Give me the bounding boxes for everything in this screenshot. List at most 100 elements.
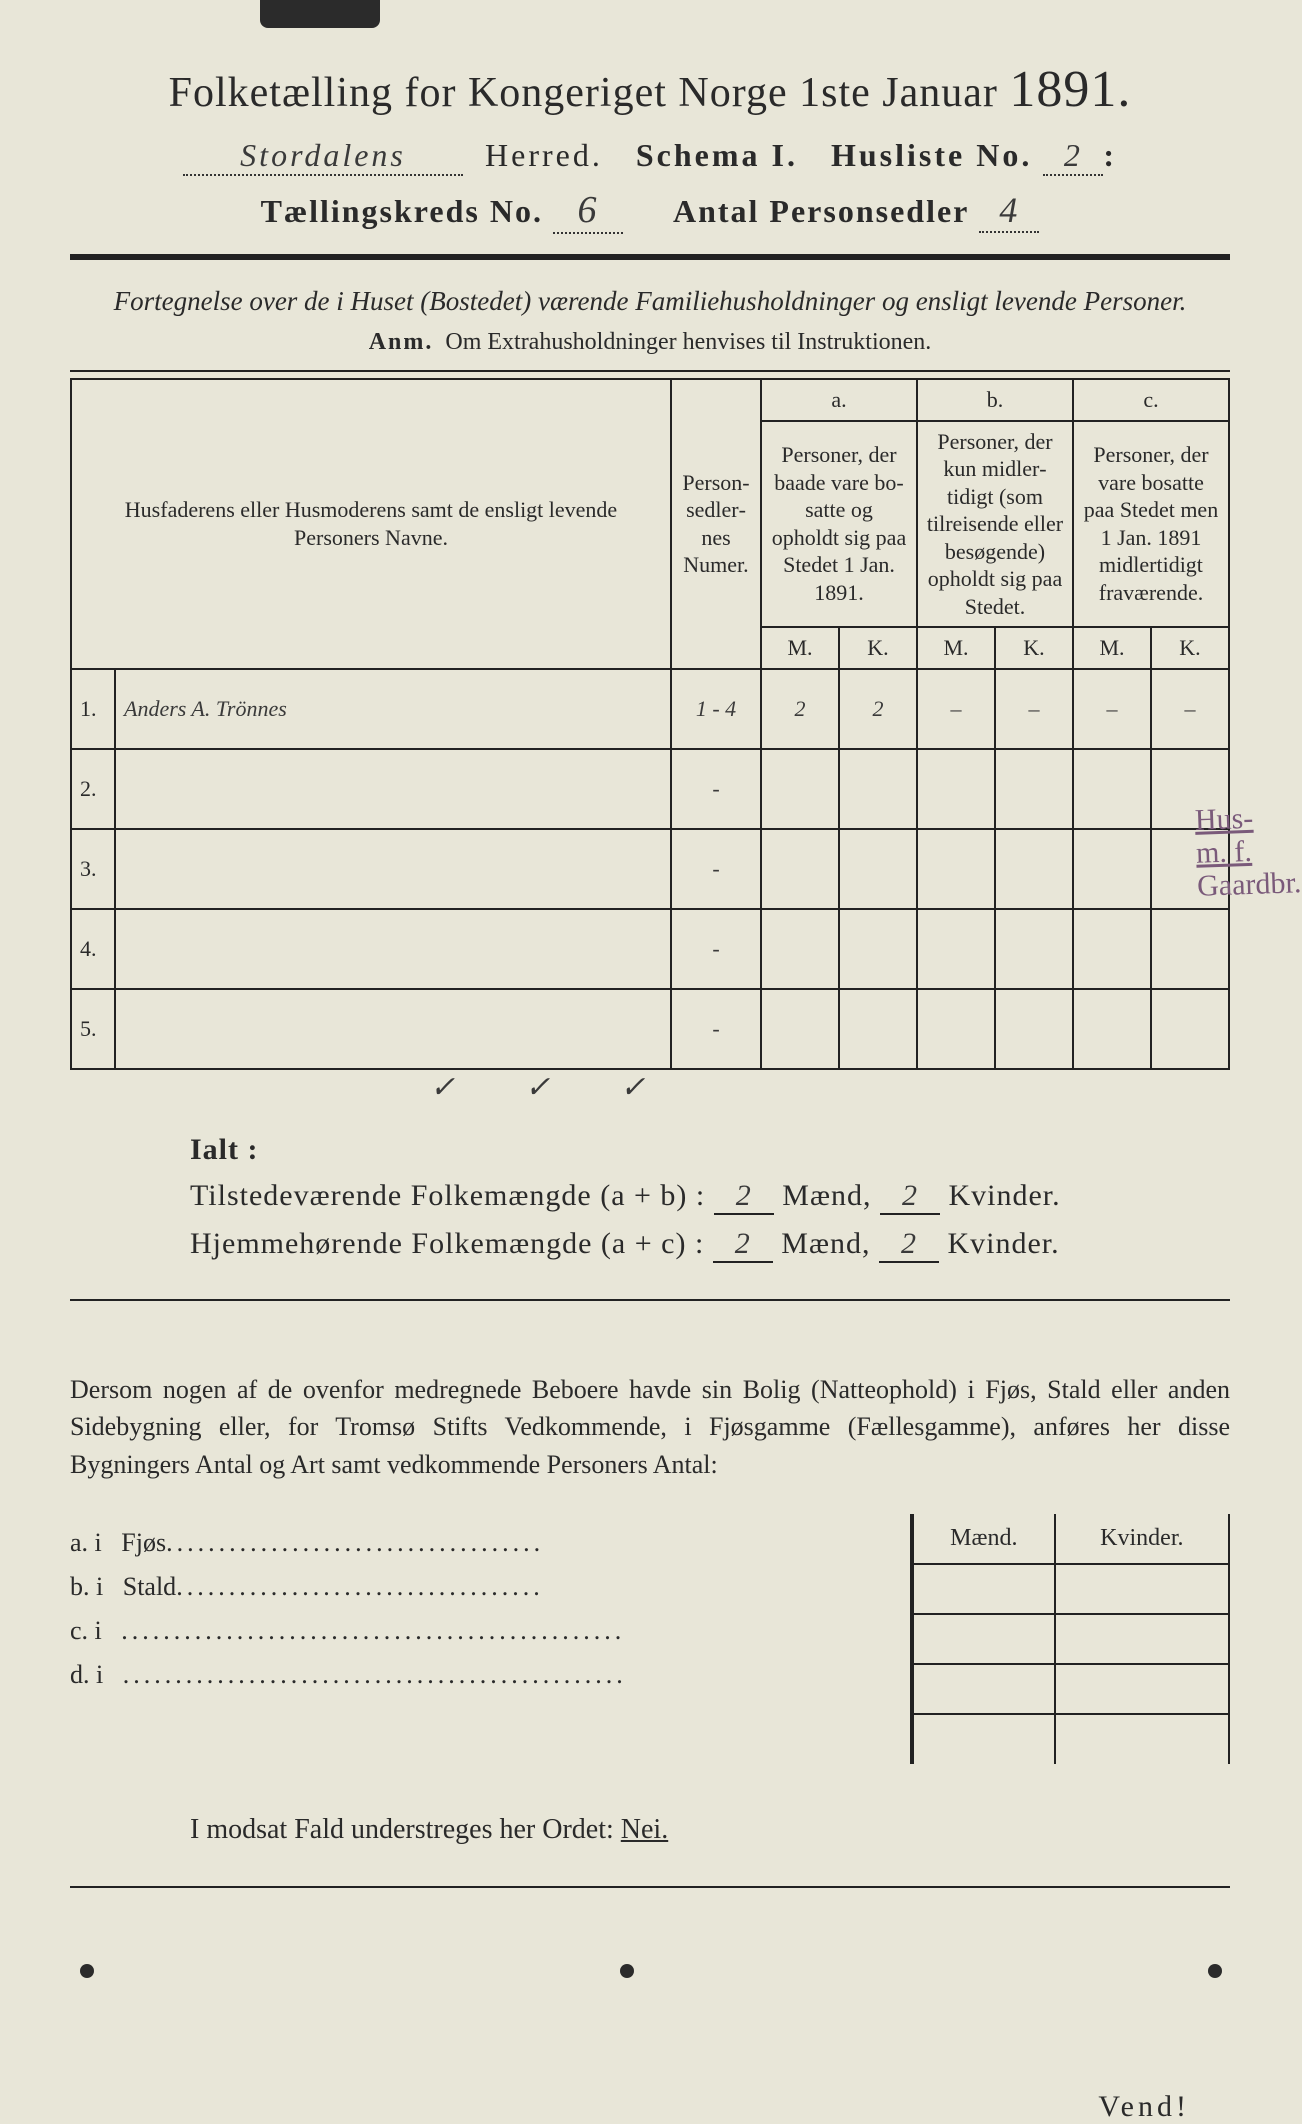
- margin-note: Hus- m. f. Gaardbr.: [1194, 800, 1302, 903]
- check-marks-row: ✓ ✓ ✓: [430, 1070, 1230, 1105]
- check-a-k: ✓: [525, 1070, 550, 1105]
- page-title: Folketælling for Kongeriget Norge 1ste J…: [70, 60, 1230, 119]
- side-row-label: Fjøs: [121, 1528, 166, 1557]
- intro-text: Fortegnelse over de i Huset (Bostedet) v…: [70, 284, 1230, 319]
- col-c-m: M.: [1073, 627, 1151, 669]
- side-row-dots: ........................................…: [123, 1660, 627, 1689]
- col-a-k: K.: [839, 627, 917, 669]
- husliste-label: Husliste No.: [831, 137, 1032, 173]
- margin-note-line1: Hus-: [1194, 800, 1299, 837]
- ialt-r1-m: 2: [714, 1179, 774, 1215]
- ialt-row2-label: Hjemmehørende Folkemængde (a + c) :: [190, 1227, 704, 1260]
- row-c-m: [1073, 909, 1151, 989]
- ialt-r2-k: 2: [879, 1227, 939, 1263]
- schema-label: Schema I.: [636, 137, 798, 173]
- row-a-k: [839, 829, 917, 909]
- col-c-label: c.: [1073, 379, 1229, 421]
- row-a-k: [839, 909, 917, 989]
- row-a-m: [761, 829, 839, 909]
- row-b-m: [917, 989, 995, 1069]
- row-a-k: [839, 749, 917, 829]
- ialt-row-1: Tilstedeværende Folkemængde (a + b) : 2 …: [190, 1179, 1230, 1215]
- row-b-m: [917, 749, 995, 829]
- row-numer: 1 - 4: [671, 669, 761, 749]
- margin-note-line3: Gaardbr.: [1196, 866, 1301, 903]
- punch-hole: [80, 1964, 94, 1978]
- maend-label: Mænd,: [782, 1179, 871, 1212]
- antal-value: 4: [979, 189, 1039, 233]
- row-number: 3.: [71, 829, 115, 909]
- dersom-paragraph: Dersom nogen af de ovenfor medregnede Be…: [70, 1371, 1230, 1484]
- ialt-block: Ialt : Tilstedeværende Folkemængde (a + …: [190, 1133, 1230, 1263]
- rule-thin: [70, 1299, 1230, 1301]
- row-c-m: –: [1073, 669, 1151, 749]
- ialt-row1-label: Tilstedeværende Folkemængde (a + b) :: [190, 1179, 705, 1212]
- row-numer: -: [671, 749, 761, 829]
- side-header-m: Mænd.: [913, 1514, 1055, 1564]
- row-b-m: [917, 909, 995, 989]
- col-c-text: Personer, der vare bosatte paa Stedet me…: [1073, 421, 1229, 628]
- header-line-2: Tællingskreds No. 6 Antal Personsedler 4: [70, 188, 1230, 234]
- rule-thick: [70, 254, 1230, 260]
- ialt-r2-m: 2: [713, 1227, 773, 1263]
- row-name: [115, 909, 671, 989]
- ialt-label: Ialt :: [190, 1133, 259, 1166]
- maend-label: Mænd,: [781, 1227, 870, 1260]
- side-row: b. i Stald..............................…: [70, 1572, 910, 1602]
- anm-label: Anm.: [369, 329, 434, 355]
- row-b-k: [995, 829, 1073, 909]
- nei-word: Nei.: [621, 1814, 668, 1845]
- side-row-label: Stald: [123, 1572, 176, 1601]
- table-row: 5.-: [71, 989, 1229, 1069]
- row-a-m: [761, 909, 839, 989]
- row-name: [115, 829, 671, 909]
- ialt-r1-k: 2: [880, 1179, 940, 1215]
- row-a-m: [761, 989, 839, 1069]
- row-a-k: 2: [839, 669, 917, 749]
- margin-note-line2: m. f.: [1195, 833, 1300, 870]
- side-header-k: Kvinder.: [1055, 1514, 1229, 1564]
- herred-label: Herred.: [485, 137, 603, 173]
- side-row-dots: ....................................: [166, 1528, 544, 1557]
- table-row: 3.-: [71, 829, 1229, 909]
- col-a-label: a.: [761, 379, 917, 421]
- side-row-dots: ........................................…: [121, 1616, 625, 1645]
- side-row: c. i ...................................…: [70, 1616, 910, 1646]
- row-numer: -: [671, 989, 761, 1069]
- row-number: 1.: [71, 669, 115, 749]
- nei-line: I modsat Fald understreges her Ordet: Ne…: [190, 1814, 1230, 1846]
- col-a-text: Personer, der baade vare bo­satte og oph…: [761, 421, 917, 628]
- kreds-label: Tællingskreds No.: [261, 193, 543, 229]
- row-c-m: [1073, 829, 1151, 909]
- col-b-label: b.: [917, 379, 1073, 421]
- col-c-k: K.: [1151, 627, 1229, 669]
- row-name: [115, 749, 671, 829]
- side-cell: [1055, 1714, 1229, 1764]
- title-prefix: Folketælling for Kongeriget Norge 1ste J…: [169, 70, 998, 116]
- table-row: 4.-: [71, 909, 1229, 989]
- side-row: a. i Fjøs...............................…: [70, 1528, 910, 1558]
- side-cell: [913, 1564, 1055, 1614]
- side-cell: [913, 1714, 1055, 1764]
- side-building-section: a. i Fjøs...............................…: [70, 1514, 1230, 1764]
- col-b-text: Personer, der kun midler­tidigt (som til…: [917, 421, 1073, 628]
- herred-name-handwritten: Stordalens: [183, 137, 463, 176]
- anm-text: Om Extrahusholdninger henvises til Instr…: [445, 329, 931, 355]
- punch-hole: [620, 1964, 634, 1978]
- rule-thin: [70, 370, 1230, 372]
- side-row: d. i ...................................…: [70, 1660, 910, 1690]
- row-numer: -: [671, 909, 761, 989]
- row-c-k: [1151, 909, 1229, 989]
- side-row-dots: ...................................: [176, 1572, 544, 1601]
- col-names-header: Husfaderens eller Husmode­rens samt de e…: [71, 379, 671, 669]
- row-c-k: –: [1151, 669, 1229, 749]
- col-a-m: M.: [761, 627, 839, 669]
- kvinder-label: Kvinder.: [948, 1179, 1060, 1212]
- kvinder-label: Kvinder.: [947, 1227, 1059, 1260]
- side-cell: [913, 1664, 1055, 1714]
- side-cell: [1055, 1564, 1229, 1614]
- side-cell: [913, 1614, 1055, 1664]
- anm-line: Anm. Om Extrahusholdninger henvises til …: [70, 329, 1230, 356]
- side-row-key: d. i: [70, 1660, 103, 1689]
- col-numer-header: Person­sedler­nes Numer.: [671, 379, 761, 669]
